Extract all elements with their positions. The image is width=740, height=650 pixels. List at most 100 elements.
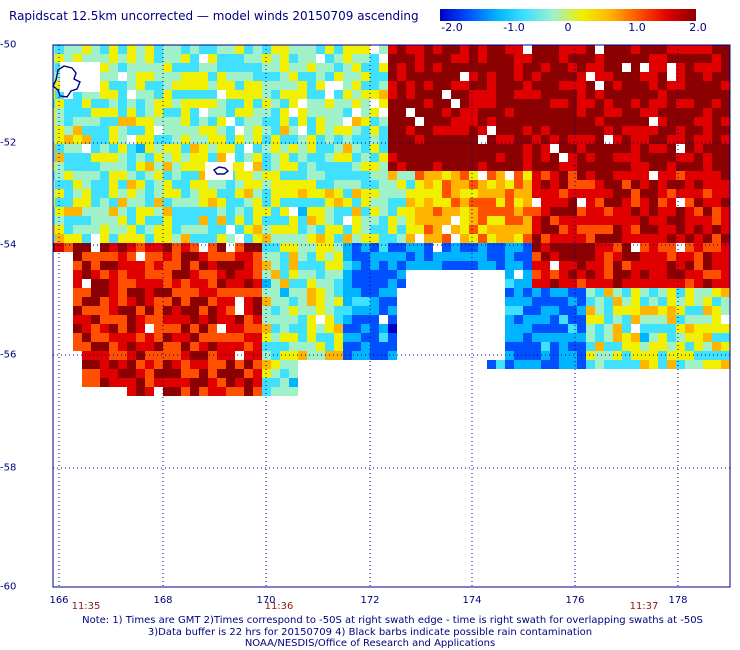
wind-cell bbox=[37, 189, 46, 198]
wind-cell bbox=[577, 126, 586, 135]
wind-cell bbox=[118, 378, 127, 387]
wind-cell bbox=[199, 117, 208, 126]
wind-cell bbox=[505, 153, 514, 162]
wind-cell bbox=[379, 261, 388, 270]
wind-cell bbox=[640, 72, 649, 81]
wind-cell bbox=[190, 207, 199, 216]
wind-cell bbox=[217, 225, 226, 234]
wind-cell bbox=[100, 54, 109, 63]
wind-cell bbox=[271, 297, 280, 306]
wind-cell bbox=[694, 351, 703, 360]
wind-cell bbox=[577, 288, 586, 297]
wind-cell bbox=[577, 63, 586, 72]
wind-cell bbox=[622, 144, 631, 153]
wind-cell bbox=[694, 171, 703, 180]
wind-cell bbox=[595, 207, 604, 216]
wind-cell bbox=[91, 117, 100, 126]
wind-cell bbox=[118, 180, 127, 189]
wind-cell bbox=[478, 126, 487, 135]
wind-cell bbox=[370, 252, 379, 261]
wind-cell bbox=[685, 243, 694, 252]
wind-cell bbox=[604, 216, 613, 225]
wind-cell bbox=[28, 108, 37, 117]
wind-cell bbox=[262, 387, 271, 396]
wind-cell bbox=[190, 225, 199, 234]
wind-cell bbox=[640, 45, 649, 54]
wind-cell bbox=[658, 171, 667, 180]
wind-cell bbox=[640, 171, 649, 180]
wind-cell bbox=[352, 216, 361, 225]
wind-cell bbox=[280, 171, 289, 180]
wind-cell bbox=[568, 126, 577, 135]
wind-cell bbox=[10, 207, 19, 216]
wind-cell bbox=[640, 270, 649, 279]
wind-cell bbox=[388, 261, 397, 270]
wind-cell bbox=[433, 54, 442, 63]
wind-cell bbox=[388, 297, 397, 306]
wind-cell bbox=[541, 126, 550, 135]
wind-cell bbox=[676, 261, 685, 270]
wind-cell bbox=[604, 315, 613, 324]
wind-cell bbox=[604, 324, 613, 333]
wind-cell bbox=[343, 144, 352, 153]
wind-cell bbox=[406, 171, 415, 180]
wind-cell bbox=[28, 144, 37, 153]
wind-cell bbox=[658, 108, 667, 117]
wind-cell bbox=[712, 297, 721, 306]
wind-cell bbox=[577, 279, 586, 288]
wind-cell bbox=[334, 297, 343, 306]
wind-cell bbox=[586, 306, 595, 315]
wind-cell bbox=[352, 45, 361, 54]
wind-cell bbox=[586, 360, 595, 369]
wind-cell bbox=[262, 171, 271, 180]
wind-cell bbox=[586, 108, 595, 117]
wind-cell bbox=[541, 81, 550, 90]
wind-cell bbox=[82, 243, 91, 252]
wind-cell bbox=[532, 135, 541, 144]
wind-cell bbox=[82, 171, 91, 180]
wind-cell bbox=[424, 207, 433, 216]
wind-cell bbox=[712, 81, 721, 90]
wind-cell bbox=[361, 279, 370, 288]
wind-cell bbox=[613, 189, 622, 198]
wind-cell bbox=[676, 162, 685, 171]
wind-cell bbox=[145, 198, 154, 207]
wind-cell bbox=[289, 171, 298, 180]
wind-cell bbox=[298, 324, 307, 333]
wind-cell bbox=[613, 144, 622, 153]
wind-cell bbox=[343, 198, 352, 207]
wind-cell bbox=[181, 45, 190, 54]
wind-cell bbox=[541, 333, 550, 342]
wind-cell bbox=[82, 207, 91, 216]
wind-cell bbox=[28, 180, 37, 189]
wind-cell bbox=[694, 306, 703, 315]
wind-cell bbox=[559, 342, 568, 351]
wind-cell bbox=[694, 297, 703, 306]
wind-cell bbox=[253, 45, 262, 54]
wind-cell bbox=[253, 306, 262, 315]
wind-cell bbox=[559, 333, 568, 342]
wind-cell bbox=[505, 234, 514, 243]
wind-cell bbox=[550, 126, 559, 135]
wind-cell bbox=[226, 45, 235, 54]
wind-cell bbox=[541, 54, 550, 63]
wind-cell bbox=[703, 72, 712, 81]
wind-cell bbox=[712, 207, 721, 216]
wind-cell bbox=[199, 153, 208, 162]
wind-cell bbox=[100, 369, 109, 378]
wind-cell bbox=[109, 126, 118, 135]
wind-cell bbox=[64, 234, 73, 243]
wind-cell bbox=[325, 171, 334, 180]
wind-cell bbox=[145, 279, 154, 288]
wind-cell bbox=[226, 315, 235, 324]
wind-cell bbox=[685, 81, 694, 90]
wind-cell bbox=[442, 81, 451, 90]
wind-cell bbox=[388, 216, 397, 225]
wind-cell bbox=[190, 369, 199, 378]
wind-cell bbox=[199, 72, 208, 81]
wind-cell bbox=[424, 189, 433, 198]
wind-cell bbox=[181, 153, 190, 162]
wind-cell bbox=[172, 216, 181, 225]
wind-cell bbox=[478, 117, 487, 126]
wind-cell bbox=[217, 378, 226, 387]
